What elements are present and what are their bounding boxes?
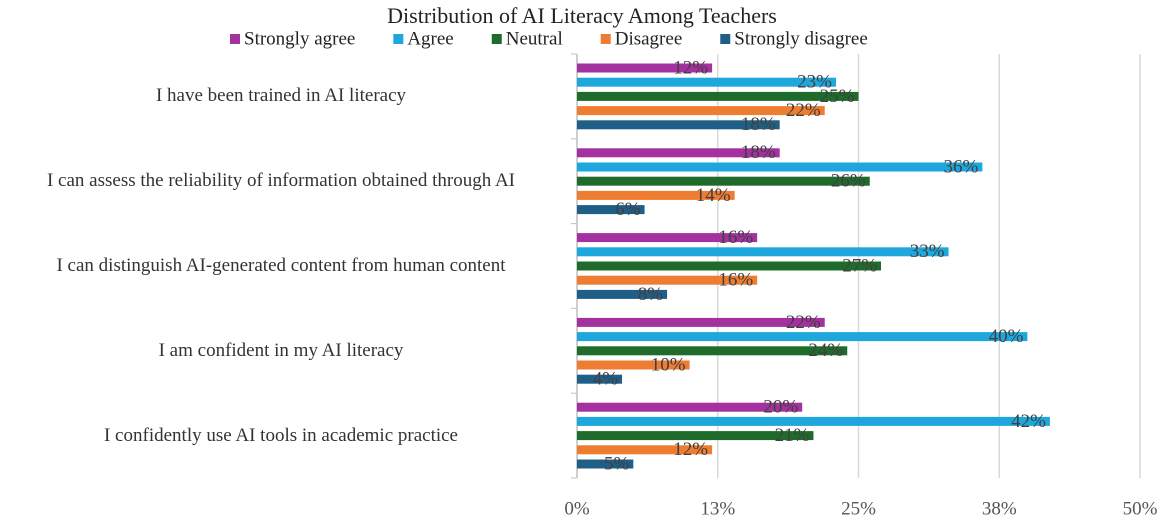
data-label: 14% — [696, 185, 731, 206]
data-label: 24% — [808, 340, 843, 361]
data-label: 42% — [1011, 411, 1046, 432]
bar — [577, 459, 634, 469]
data-label: 40% — [989, 326, 1024, 347]
legend-swatch — [230, 34, 240, 44]
bar — [577, 77, 836, 87]
bar — [577, 247, 949, 257]
y-tick-label: I am confident in my AI literacy — [158, 339, 404, 361]
legend-swatch — [491, 34, 502, 44]
data-label: 23% — [797, 72, 832, 93]
bar — [577, 106, 825, 116]
x-tick-label: 38% — [982, 498, 1017, 519]
bar — [577, 431, 814, 441]
data-label: 18% — [741, 114, 776, 135]
data-label: 16% — [718, 227, 753, 248]
data-label: 25% — [820, 86, 855, 107]
bar — [577, 205, 645, 215]
data-label: 21% — [775, 425, 810, 446]
y-tick-label: I can distinguish AI-generated content f… — [56, 255, 506, 276]
data-label: 12% — [673, 439, 708, 460]
bar — [577, 233, 758, 243]
bar — [577, 289, 668, 299]
bar — [577, 63, 713, 73]
legend-swatch — [600, 34, 611, 44]
chart-title: Distribution of AI Literacy Among Teache… — [387, 3, 777, 28]
legend-label: Neutral — [506, 28, 563, 49]
bar — [577, 402, 803, 412]
bar — [577, 91, 859, 101]
bar — [577, 120, 780, 130]
bar — [577, 332, 1028, 342]
bar — [577, 445, 713, 455]
x-tick-label: 13% — [700, 498, 735, 519]
data-label: 36% — [944, 156, 979, 177]
legend-label: Strongly agree — [244, 28, 355, 49]
data-label: 8% — [638, 284, 664, 305]
data-label: 22% — [786, 312, 821, 333]
bar — [577, 374, 623, 384]
y-tick-label: I can assess the reliability of informat… — [46, 170, 516, 192]
bar — [577, 162, 983, 172]
data-label: 26% — [831, 171, 866, 192]
legend-swatch — [393, 34, 404, 44]
data-label: 10% — [651, 354, 686, 375]
data-label: 27% — [842, 255, 877, 276]
bar — [577, 148, 780, 158]
bar — [577, 317, 825, 327]
legend-swatch — [720, 34, 731, 44]
bar — [577, 360, 690, 370]
legend-label: Agree — [407, 28, 453, 49]
bar — [577, 346, 848, 356]
bar — [577, 261, 882, 271]
y-tick-label: I confidently use AI tools in academic p… — [103, 424, 458, 446]
x-tick-label: 0% — [564, 498, 590, 519]
bar — [577, 190, 735, 200]
legend-label: Disagree — [615, 28, 683, 49]
data-label: 4% — [593, 369, 619, 390]
y-tick-label: I have been trained in AI literacy — [155, 85, 407, 107]
bar — [577, 275, 758, 285]
data-label: 16% — [718, 270, 753, 291]
x-tick-label: 50% — [1123, 498, 1158, 519]
bar — [577, 416, 1050, 426]
data-label: 5% — [604, 453, 630, 474]
data-label: 20% — [763, 397, 798, 418]
data-label: 12% — [673, 57, 708, 78]
data-label: 22% — [786, 100, 821, 121]
data-label: 18% — [741, 142, 776, 163]
x-tick-label: 25% — [841, 498, 876, 519]
data-label: 33% — [910, 241, 945, 262]
legend-label: Strongly disagree — [734, 28, 868, 49]
bar — [577, 176, 870, 186]
data-label: 6% — [615, 199, 641, 220]
